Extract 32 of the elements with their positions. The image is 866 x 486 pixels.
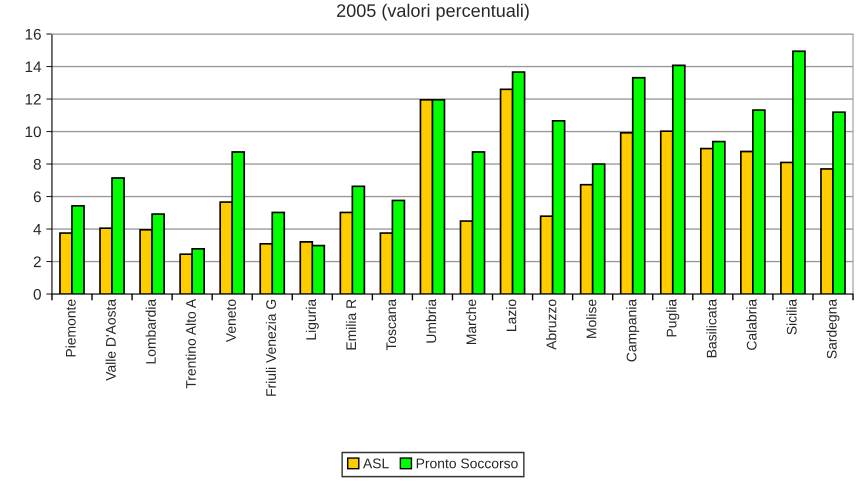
chart-title: 2005 (valori percentuali) — [337, 4, 529, 21]
x-tick-label: Lombardia — [146, 298, 156, 364]
x-tick-label: Sardegna — [826, 298, 840, 358]
y-tick-label: 4 — [33, 224, 42, 235]
y-tick-label: 8 — [34, 158, 41, 170]
x-tick-label: Sicilia — [786, 298, 797, 335]
legend-label: ASL — [363, 458, 389, 468]
x-tick-label: Campania — [626, 298, 640, 362]
x-tick-label: Trentino Alto A — [186, 298, 196, 388]
y-tick-label: 2 — [34, 256, 41, 268]
x-tick-label: Emilia R — [346, 300, 356, 350]
y-tick-label: 14 — [26, 62, 42, 72]
x-tick-label: Lazio — [506, 299, 516, 331]
x-tick-label: Molise — [586, 300, 596, 338]
x-tick-label: Valle D'Aosta — [106, 298, 116, 381]
x-tick-label: Toscana — [386, 298, 396, 350]
x-tick-label: Umbria — [426, 298, 436, 343]
x-tick-label: Piemonte — [66, 300, 76, 356]
x-tick-label: Liguria — [306, 298, 319, 340]
y-tick-label: 0 — [34, 288, 41, 300]
x-tick-label: Calabria — [746, 298, 757, 350]
x-tick-label: Marche — [466, 300, 476, 344]
y-tick-label: 12 — [26, 94, 41, 105]
x-tick-label: Basilicata — [706, 298, 717, 358]
y-tick-label: 6 — [34, 191, 41, 202]
x-tick-label: Friuli Venezia G — [266, 300, 276, 396]
y-tick-label: 16 — [26, 28, 41, 40]
legend-label: Pronto Soccorso — [416, 458, 518, 468]
x-tick-label: Abruzzo — [546, 299, 556, 350]
y-tick-label: 10 — [26, 126, 41, 138]
x-tick-label: Puglia — [666, 298, 680, 336]
x-tick-label: Veneto — [226, 299, 236, 342]
